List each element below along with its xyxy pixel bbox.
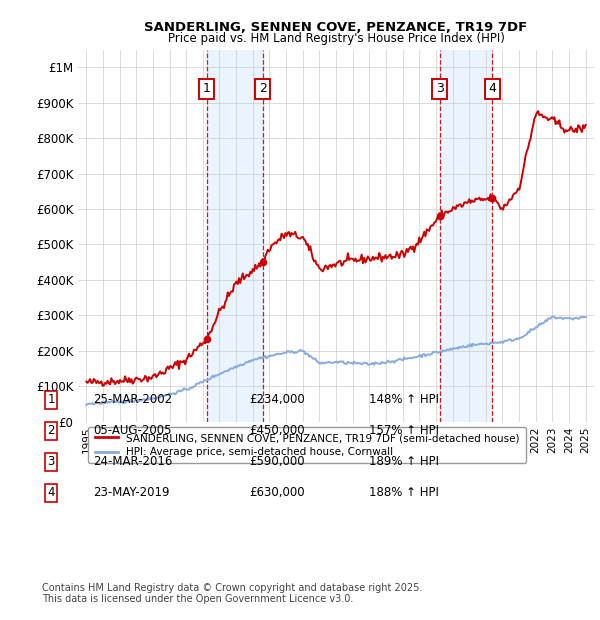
Text: 23-MAY-2019: 23-MAY-2019 — [93, 487, 170, 499]
Bar — [440, 50, 492, 422]
Text: 4: 4 — [488, 82, 496, 95]
Text: 4: 4 — [47, 487, 55, 499]
Text: SANDERLING, SENNEN COVE, PENZANCE, TR19 7DF: SANDERLING, SENNEN COVE, PENZANCE, TR19 … — [145, 22, 527, 34]
Text: 148% ↑ HPI: 148% ↑ HPI — [369, 394, 439, 406]
Bar — [206, 50, 263, 422]
Text: Contains HM Land Registry data © Crown copyright and database right 2025.
This d: Contains HM Land Registry data © Crown c… — [42, 583, 422, 604]
Text: £590,000: £590,000 — [249, 456, 305, 468]
Text: 1: 1 — [203, 82, 211, 95]
Text: 2: 2 — [259, 82, 266, 95]
Text: 157% ↑ HPI: 157% ↑ HPI — [369, 425, 439, 437]
Text: 188% ↑ HPI: 188% ↑ HPI — [369, 487, 439, 499]
Text: Price paid vs. HM Land Registry's House Price Index (HPI): Price paid vs. HM Land Registry's House … — [167, 32, 505, 45]
Legend: SANDERLING, SENNEN COVE, PENZANCE, TR19 7DF (semi-detached house), HPI: Average : SANDERLING, SENNEN COVE, PENZANCE, TR19 … — [88, 427, 526, 464]
Text: £630,000: £630,000 — [249, 487, 305, 499]
Text: 189% ↑ HPI: 189% ↑ HPI — [369, 456, 439, 468]
Text: 24-MAR-2016: 24-MAR-2016 — [93, 456, 172, 468]
Text: 2: 2 — [47, 425, 55, 437]
Text: 1: 1 — [47, 394, 55, 406]
Text: £450,000: £450,000 — [249, 425, 305, 437]
Text: 3: 3 — [436, 82, 443, 95]
Text: 25-MAR-2002: 25-MAR-2002 — [93, 394, 172, 406]
Text: 3: 3 — [47, 456, 55, 468]
Text: 05-AUG-2005: 05-AUG-2005 — [93, 425, 172, 437]
Text: £234,000: £234,000 — [249, 394, 305, 406]
